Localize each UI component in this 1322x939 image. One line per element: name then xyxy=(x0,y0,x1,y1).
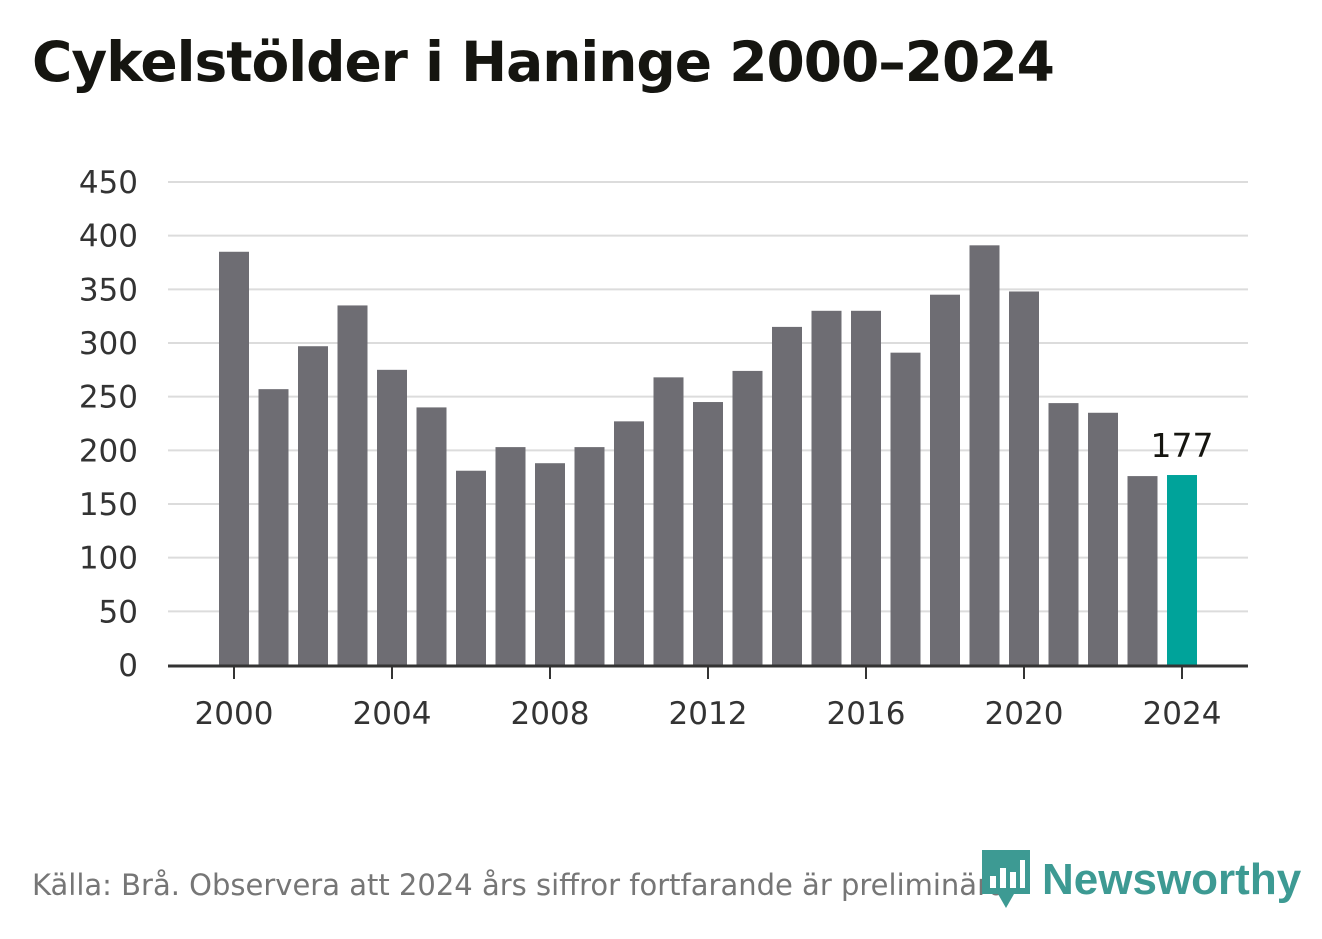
x-tick-label: 2004 xyxy=(353,696,432,732)
bar-2020 xyxy=(1009,291,1039,665)
bar-chart: 0 50 100 150 200 250 300 350 400 450 2000 2004 2008… xyxy=(79,165,1248,732)
x-tick-label: 2012 xyxy=(669,696,748,732)
data-labels: 177 xyxy=(1151,426,1214,465)
bars xyxy=(219,245,1197,665)
y-tick-label: 400 xyxy=(79,219,138,255)
bar-2021 xyxy=(1048,403,1079,665)
bar-2000 xyxy=(219,251,249,665)
y-tick-label: 100 xyxy=(79,541,138,577)
y-axis-tick-labels: 0 50 100 150 200 250 300 350 400 450 xyxy=(79,165,138,684)
y-tick-label: 250 xyxy=(79,380,138,416)
bar-2018 xyxy=(930,294,960,665)
x-axis: 2000 2004 2008 2012 2016 2020 2024 xyxy=(168,664,1248,732)
bar-2013 xyxy=(732,370,763,665)
bar-2001 xyxy=(258,389,289,665)
x-tick-label: 2016 xyxy=(827,696,906,732)
newsworthy-logo-icon xyxy=(982,850,1030,908)
y-tick-label: 150 xyxy=(79,487,138,523)
bar-2006 xyxy=(456,470,486,665)
bar-2003 xyxy=(337,305,368,665)
bar-2005 xyxy=(416,407,447,665)
y-tick-label: 300 xyxy=(79,326,138,362)
y-tick-label: 0 xyxy=(118,648,138,684)
bar-2010 xyxy=(614,421,644,665)
bar-2011 xyxy=(653,377,684,665)
bar-2007 xyxy=(495,447,526,665)
bar-2022 xyxy=(1088,412,1118,665)
bar-2016 xyxy=(851,310,881,665)
data-label-2024: 177 xyxy=(1151,426,1214,465)
bar-2023 xyxy=(1127,476,1158,665)
bar-2009 xyxy=(574,447,605,665)
y-tick-label: 50 xyxy=(99,594,138,630)
source-note: Källa: Brå. Observera att 2024 års siffr… xyxy=(32,868,1016,902)
bar-2002 xyxy=(298,346,328,665)
y-tick-label: 200 xyxy=(79,433,138,469)
bar-2015 xyxy=(811,310,842,665)
bar-2008 xyxy=(535,463,565,665)
x-tick-label: 2008 xyxy=(511,696,590,732)
logo-wordmark: Newsworthy xyxy=(1042,855,1302,904)
bar-2004 xyxy=(377,369,407,665)
y-tick-label: 350 xyxy=(79,272,138,308)
x-tick-label: 2024 xyxy=(1143,696,1222,732)
bar-2024 xyxy=(1167,475,1197,665)
x-tick-label: 2000 xyxy=(195,696,274,732)
bar-2014 xyxy=(772,326,802,665)
bar-2019 xyxy=(969,245,1000,665)
bar-2012 xyxy=(693,402,723,665)
y-tick-label: 450 xyxy=(79,165,138,201)
bar-2017 xyxy=(890,352,921,665)
x-tick-label: 2020 xyxy=(985,696,1064,732)
chart-title: Cykelstölder i Haninge 2000–2024 xyxy=(32,30,1055,94)
newsworthy-logo: Newsworthy xyxy=(980,848,1301,912)
